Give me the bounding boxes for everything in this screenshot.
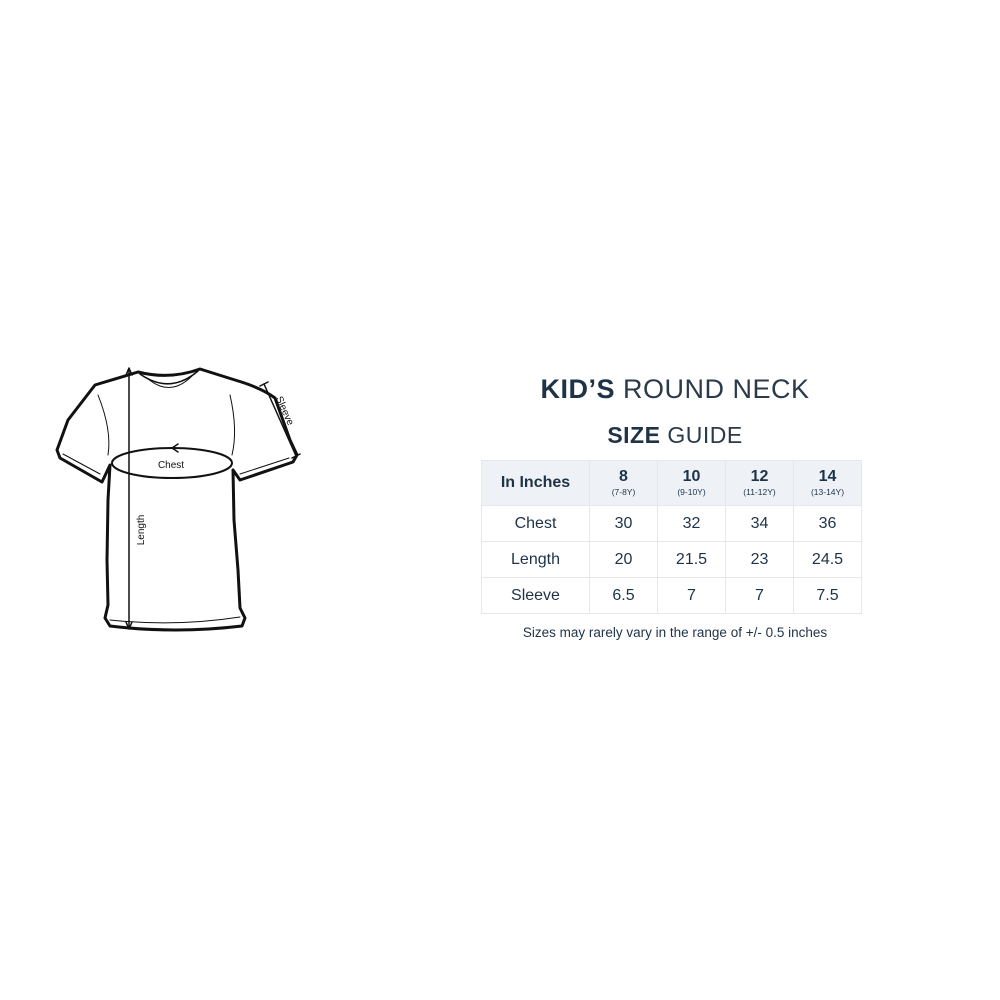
table-cell: 30 bbox=[589, 505, 658, 542]
length-label: Length bbox=[136, 515, 147, 546]
page-subtitle: SIZE GUIDE bbox=[480, 422, 870, 449]
size-header: 10 (9-10Y) bbox=[657, 460, 726, 506]
title-light: ROUND NECK bbox=[623, 374, 810, 404]
age-range: (11-12Y) bbox=[743, 486, 776, 497]
size-value: 14 bbox=[818, 468, 837, 486]
table-cell: 7 bbox=[725, 577, 794, 614]
table-cell: 23 bbox=[725, 541, 794, 578]
size-table: In Inches 8 (7-8Y) 10 (9-10Y) 12 (11-12Y) 1… bbox=[481, 460, 862, 614]
size-value: 10 bbox=[682, 468, 701, 486]
table-row: Length 20 21.5 23 24.5 bbox=[481, 541, 862, 578]
age-range: (7-8Y) bbox=[611, 486, 636, 497]
table-cell: 20 bbox=[589, 541, 658, 578]
table-cell: 34 bbox=[725, 505, 794, 542]
tshirt-diagram: Chest Length Sleeve bbox=[55, 367, 301, 632]
row-label: Length bbox=[481, 541, 590, 578]
page-title: KID’S ROUND NECK bbox=[480, 374, 870, 405]
size-header: 12 (11-12Y) bbox=[725, 460, 794, 506]
table-cell: 6.5 bbox=[589, 577, 658, 614]
table-cell: 36 bbox=[793, 505, 862, 542]
chest-label: Chest bbox=[158, 460, 184, 471]
size-value: 12 bbox=[750, 468, 769, 486]
table-cell: 32 bbox=[657, 505, 726, 542]
subtitle-bold: SIZE bbox=[607, 422, 661, 448]
subtitle-light: GUIDE bbox=[667, 422, 743, 448]
table-cell: 7 bbox=[657, 577, 726, 614]
row-label: Chest bbox=[481, 505, 590, 542]
row-label: Sleeve bbox=[481, 577, 590, 614]
table-cell: 24.5 bbox=[793, 541, 862, 578]
table-cell: 7.5 bbox=[793, 577, 862, 614]
table-row: Sleeve 6.5 7 7 7.5 bbox=[481, 577, 862, 614]
tshirt-outline bbox=[55, 367, 299, 632]
size-variance-note: Sizes may rarely vary in the range of +/… bbox=[522, 625, 828, 640]
title-bold: KID’S bbox=[540, 374, 615, 404]
corner-header: In Inches bbox=[481, 460, 590, 506]
age-range: (9-10Y) bbox=[677, 486, 706, 497]
table-header-row: In Inches 8 (7-8Y) 10 (9-10Y) 12 (11-12Y) 1… bbox=[481, 460, 862, 506]
sleeve-arrow bbox=[263, 383, 297, 457]
age-range: (13-14Y) bbox=[810, 486, 845, 497]
table-cell: 21.5 bbox=[657, 541, 726, 578]
table-row: Chest 30 32 34 36 bbox=[481, 505, 862, 542]
size-header: 14 (13-14Y) bbox=[793, 460, 862, 506]
size-header: 8 (7-8Y) bbox=[589, 460, 658, 506]
size-value: 8 bbox=[619, 468, 628, 486]
